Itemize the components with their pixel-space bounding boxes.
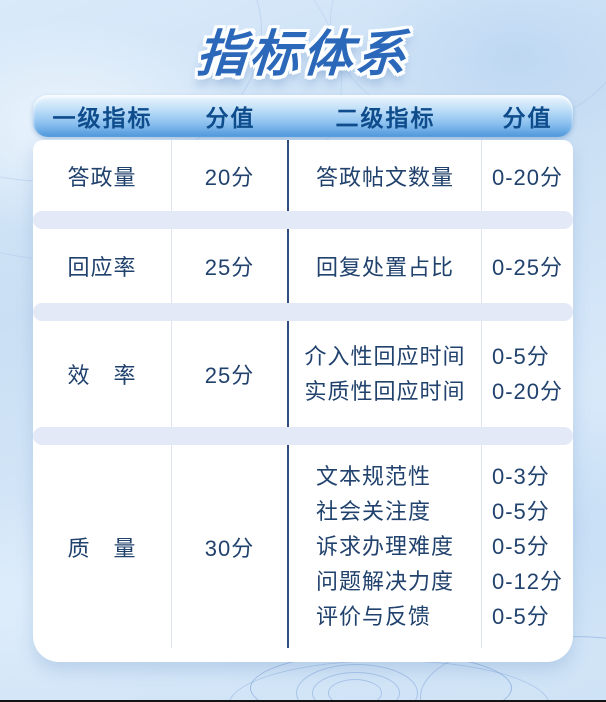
level1-name: 答政量 [33,140,172,211]
level2-score: 0-5分 [491,604,550,629]
row-separator [33,427,573,445]
level1-name: 回应率 [33,229,172,303]
level2-score: 0-25分 [491,255,564,280]
page-title-wrap: 指标体系 [0,14,606,86]
image-bottom-border [0,700,606,702]
level1-score: 20分 [172,140,289,211]
level1-score: 25分 [172,321,289,427]
level2-score: 0-5分 [491,534,550,559]
table-row: 质 量 30分 文本规范性 社会关注度 诉求办理难度 问题解决力度 评价与反馈 … [33,445,573,648]
row-separator [33,211,573,229]
background-swirl [296,664,418,702]
level2-score: 0-3分 [491,464,550,489]
level2-score: 0-5分 [491,344,550,369]
page-title: 指标体系 [194,26,411,82]
table-row: 效 率 25分 介入性回应时间 实质性回应时间 0-5分 0-20分 [33,321,573,427]
header-level2-indicator: 二级指标 [335,105,436,131]
background-swirl [328,679,382,702]
table-row: 答政量 20分 答政帖文数量 0-20分 [33,140,573,211]
level1-score: 25分 [172,229,289,303]
level1-name: 效 率 [33,321,172,427]
level2-name: 诉求办理难度 [315,534,454,559]
table-body-card: 答政量 20分 答政帖文数量 0-20分 回应率 25分 回复处置占比 0-25… [33,140,573,662]
level2-name: 实质性回应时间 [304,379,466,404]
level2-name: 回复处置占比 [315,255,454,280]
level2-name: 社会关注度 [315,499,431,524]
row-separator [33,303,573,321]
level2-name: 评价与反馈 [315,604,431,629]
table-header-row: 一级指标 分值 二级指标 分值 [33,95,573,137]
header-level1-score: 分值 [205,105,256,131]
level2-name: 文本规范性 [315,464,431,489]
indicator-table: 一级指标 分值 二级指标 分值 答政量 20分 答政帖文数量 0-20分 回应率… [33,95,573,662]
level2-score: 0-20分 [491,379,564,404]
level2-name: 介入性回应时间 [304,344,466,369]
level1-name: 质 量 [33,445,172,648]
level2-score: 0-5分 [491,499,550,524]
table-row: 回应率 25分 回复处置占比 0-25分 [33,229,573,303]
header-level2-score: 分值 [502,105,553,131]
header-level1-indicator: 一级指标 [52,105,153,131]
background-swirl [228,660,550,702]
level2-name: 问题解决力度 [315,569,454,594]
background-swirl [312,672,400,702]
level2-score: 0-20分 [491,164,564,190]
level1-score: 30分 [172,445,289,648]
level2-name: 答政帖文数量 [315,164,454,190]
level2-score: 0-12分 [491,569,564,594]
